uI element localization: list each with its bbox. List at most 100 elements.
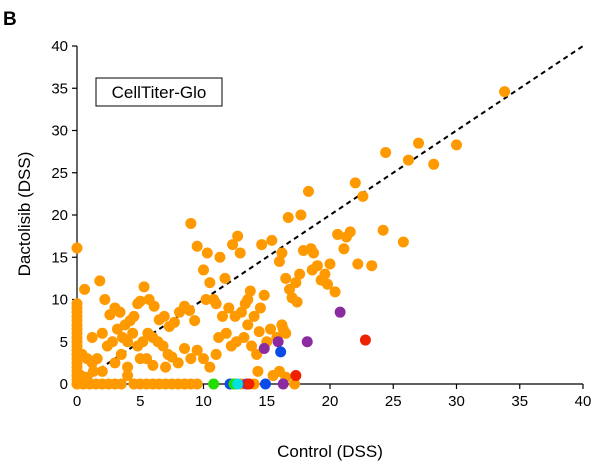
data-point-default-79 (115, 348, 127, 360)
data-point-default-127 (220, 327, 232, 339)
data-point-default-46 (158, 310, 170, 322)
data-point-purple-5 (277, 378, 289, 390)
data-point-default-124 (256, 239, 268, 251)
data-point-green-0 (208, 378, 220, 390)
data-point-red-0 (359, 334, 371, 346)
data-point-default-112 (204, 277, 216, 289)
data-point-default-41 (134, 295, 146, 307)
data-point-default-98 (122, 370, 134, 382)
y-tick-label-40: 40 (51, 38, 68, 55)
data-point-default-135 (265, 323, 277, 335)
y-tick-label-25: 25 (51, 165, 68, 182)
data-point-default-52 (189, 315, 201, 327)
data-point-default-30 (79, 283, 91, 295)
data-point-default-36 (114, 306, 126, 318)
x-tick-label-35: 35 (511, 393, 528, 410)
data-point-default-184 (451, 139, 462, 151)
data-point-default-83 (191, 344, 203, 356)
data-point-blue-0 (275, 346, 287, 358)
x-tick-label-10: 10 (195, 393, 212, 410)
data-point-default-44 (148, 300, 160, 312)
data-point-default-78 (185, 353, 197, 365)
data-point-default-60 (111, 323, 123, 335)
x-tick-label-5: 5 (136, 393, 144, 410)
data-point-default-76 (160, 361, 172, 373)
data-point-default-119 (235, 306, 247, 318)
data-point-default-84 (198, 353, 209, 365)
data-point-default-168 (319, 268, 331, 280)
y-axis-title: Dactolisib (DSS) (15, 152, 34, 277)
y-tick-label-10: 10 (51, 292, 68, 309)
data-point-default-71 (96, 365, 108, 377)
data-point-default-179 (380, 146, 392, 158)
data-point-default-175 (357, 190, 369, 202)
data-point-default-125 (266, 234, 278, 246)
legend-frame (95, 77, 223, 107)
data-point-red-1 (290, 370, 302, 382)
legend-box: CellTiter-Glo (95, 77, 223, 107)
data-point-default-85 (204, 361, 216, 373)
data-point-default-154 (290, 277, 302, 289)
data-point-purple-0 (258, 343, 270, 355)
identity-line (76, 45, 584, 385)
data-point-default-182 (413, 137, 425, 149)
data-point-default-162 (308, 247, 320, 259)
data-point-default-109 (242, 294, 254, 305)
data-point-default-131 (246, 340, 258, 352)
x-tick-label-30: 30 (448, 393, 465, 410)
data-point-default-86 (210, 348, 222, 360)
data-point-default-132 (251, 348, 263, 360)
data-point-default-39 (128, 310, 140, 322)
data-point-default-164 (306, 264, 318, 276)
data-point-default-115 (210, 298, 222, 310)
data-point-default-82 (179, 343, 191, 355)
y-tick-label-30: 30 (51, 123, 68, 140)
y-tick-label-5: 5 (60, 334, 68, 351)
data-point-default-110 (244, 285, 256, 297)
data-point-default-93 (191, 378, 203, 390)
data-point-default-165 (324, 258, 336, 270)
data-point-blue-2 (259, 378, 271, 390)
y-tick-label-0: 0 (60, 376, 68, 393)
data-point-default-105 (227, 239, 239, 251)
x-tick-label-25: 25 (385, 393, 402, 410)
data-point-default-151 (280, 272, 292, 284)
data-point-default-57 (96, 327, 108, 339)
data-point-default-111 (198, 264, 209, 276)
x-tick-label-20: 20 (322, 393, 339, 410)
x-tick-label-15: 15 (258, 393, 275, 410)
data-point-default-171 (338, 243, 350, 255)
data-point-default-167 (321, 278, 333, 290)
data-point-default-178 (377, 224, 389, 236)
data-point-default-148 (289, 378, 301, 390)
data-point-default-155 (291, 296, 303, 308)
data-point-default-103 (214, 251, 226, 263)
data-point-default-170 (332, 228, 344, 240)
data-point-default-183 (428, 158, 440, 170)
data-point-purple-3 (334, 306, 346, 318)
data-point-red-2 (243, 378, 255, 390)
data-point-default-185 (499, 86, 511, 98)
data-point-default-65 (137, 336, 149, 348)
data-point-default-59 (106, 336, 118, 348)
data-point-default-117 (223, 302, 235, 314)
data-point-default-72 (109, 357, 121, 369)
data-point-default-104 (219, 272, 231, 284)
data-point-default-62 (122, 336, 134, 348)
data-point-default-81 (166, 351, 178, 363)
data-point-default-130 (238, 332, 250, 344)
data-point-purple-1 (272, 336, 284, 348)
data-point-default-113 (200, 294, 212, 305)
data-point-default-122 (254, 302, 266, 314)
data-point-default-176 (352, 258, 364, 270)
data-point-default-173 (344, 226, 356, 238)
y-tick-label-20: 20 (51, 207, 68, 224)
y-tick-label-35: 35 (51, 80, 68, 97)
data-point-default-169 (329, 286, 341, 298)
data-point-default-177 (366, 260, 378, 272)
data-point-cyan-0 (232, 378, 244, 390)
data-point-default-123 (258, 289, 270, 301)
data-point-default-144 (252, 365, 264, 377)
data-point-default-160 (302, 185, 314, 197)
